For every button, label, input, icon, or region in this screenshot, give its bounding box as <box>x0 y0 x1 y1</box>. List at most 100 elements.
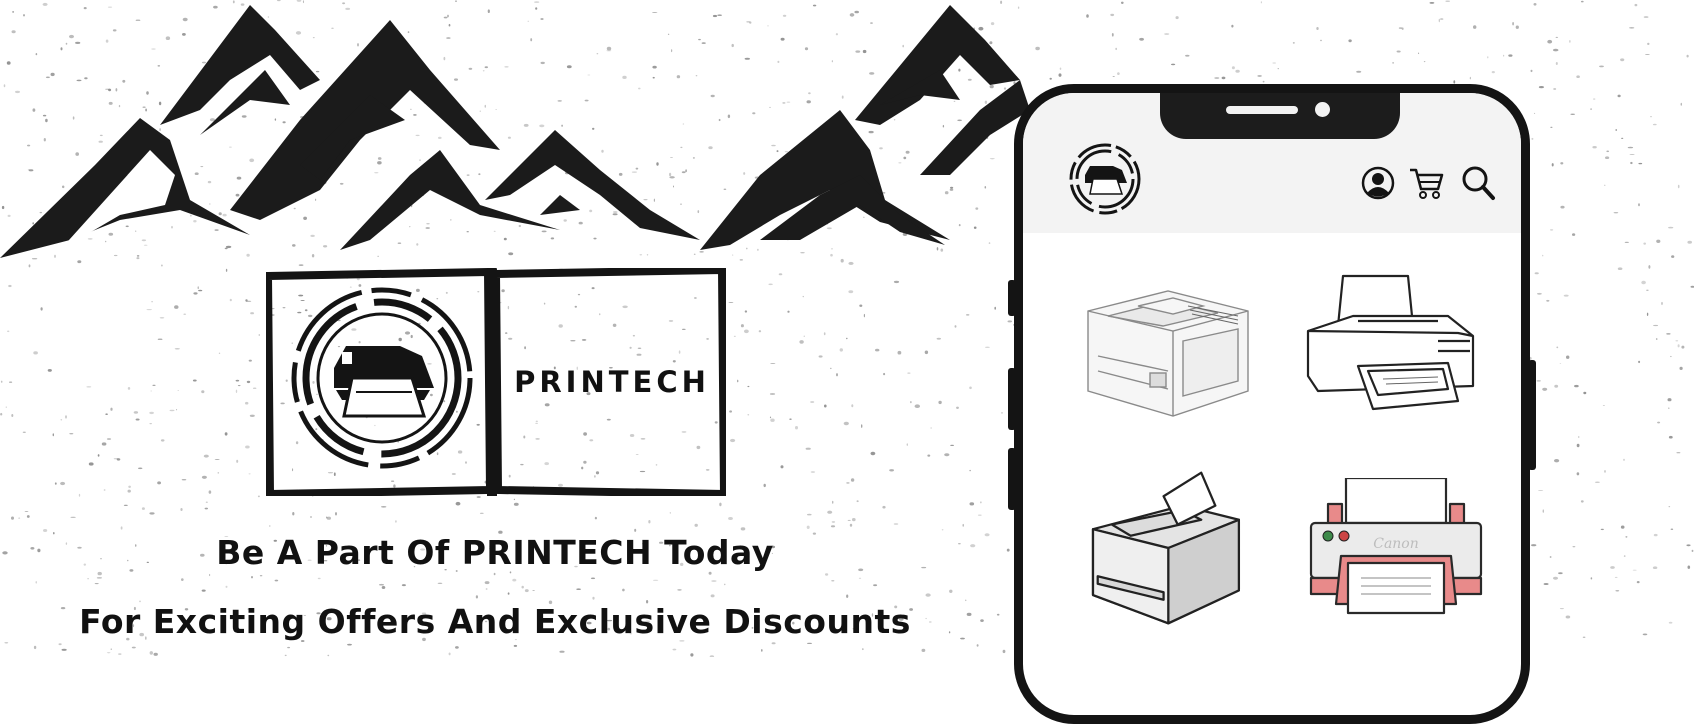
product-card-laser-printer[interactable] <box>1078 271 1258 431</box>
speckle-dot <box>1577 472 1580 475</box>
speckle-dot <box>110 408 112 411</box>
speckle-dot <box>121 526 123 529</box>
user-icon[interactable] <box>1359 164 1397 202</box>
speckle-dot <box>205 508 208 510</box>
speckle-dot <box>848 520 851 521</box>
speckle-dot <box>285 655 287 656</box>
speckle-dot <box>1574 385 1579 387</box>
speckle-dot <box>1222 77 1226 80</box>
speckle-dot <box>150 651 153 655</box>
speckle-dot <box>927 455 930 457</box>
speckle-dot <box>1392 62 1394 63</box>
product-card-inkjet-printer[interactable] <box>1298 271 1478 431</box>
speckle-dot <box>861 424 862 428</box>
speckle-dot <box>695 524 698 527</box>
speckle-dot <box>956 407 959 409</box>
speckle-dot <box>807 526 810 529</box>
speckle-dot <box>807 643 812 644</box>
speckle-dot <box>851 404 853 407</box>
speckle-dot <box>787 311 789 313</box>
speckle-dot <box>149 412 154 414</box>
speckle-dot <box>825 573 828 575</box>
speckle-dot <box>770 419 774 422</box>
speckle-dot <box>1552 163 1554 166</box>
speckle-dot <box>1691 286 1694 288</box>
speckle-dot <box>1671 529 1674 530</box>
speckle-dot <box>1553 49 1558 52</box>
speckle-dot <box>230 299 232 302</box>
speckle-dot <box>34 646 36 649</box>
speckle-dot <box>724 584 725 586</box>
speckle-dot <box>848 290 853 293</box>
camera-lens <box>1315 102 1330 117</box>
speckle-dot <box>512 579 516 582</box>
speckle-dot <box>6 407 7 408</box>
search-icon[interactable] <box>1459 164 1497 202</box>
speckle-dot <box>804 336 805 337</box>
product-card-pink-printer[interactable]: Canon <box>1306 478 1486 638</box>
speckle-dot <box>514 499 515 500</box>
speckle-dot <box>1670 356 1671 357</box>
speckle-dot <box>1531 138 1533 140</box>
speckle-dot <box>236 460 238 463</box>
speckle-dot <box>747 386 749 387</box>
speckle-dot <box>1556 347 1558 349</box>
speckle-dot <box>1560 363 1562 364</box>
speckle-dot <box>1593 98 1595 99</box>
speckle-dot <box>576 588 581 590</box>
app-logo-icon[interactable] <box>1069 143 1141 215</box>
speckle-dot <box>811 472 815 473</box>
speckle-dot <box>1121 2 1124 4</box>
speckle-dot <box>158 339 163 340</box>
speckle-dot <box>1554 385 1558 388</box>
speckle-dot <box>89 462 94 465</box>
speckle-dot <box>161 439 165 441</box>
speckle-dot <box>653 580 658 581</box>
speckle-dot <box>142 507 145 510</box>
speckle-dot <box>1261 1 1262 3</box>
speckle-dot <box>894 524 898 525</box>
speckle-dot <box>485 581 490 584</box>
speckle-dot <box>382 586 386 589</box>
speckle-dot <box>980 501 981 503</box>
speckle-dot <box>1356 71 1361 73</box>
speckle-dot <box>275 580 279 582</box>
speckle-dot <box>107 652 111 653</box>
speckle-dot <box>728 517 733 520</box>
speckle-dot <box>245 446 250 449</box>
speckle-dot <box>87 578 89 579</box>
speckle-dot <box>1397 51 1401 53</box>
speckle-dot <box>1615 577 1618 578</box>
speckle-dot <box>1618 95 1621 98</box>
speckle-dot <box>1656 338 1658 340</box>
speckle-dot <box>965 600 966 602</box>
speckle-dot <box>449 653 451 656</box>
speckle-dot <box>873 584 877 586</box>
laser-printer-icon <box>1078 271 1258 431</box>
speckle-dot <box>1487 56 1488 58</box>
speckle-dot <box>741 324 744 327</box>
inkjet-printer-icon <box>1298 271 1478 431</box>
speckle-dot <box>1560 162 1563 164</box>
speckle-dot <box>737 380 738 383</box>
speckle-dot <box>970 502 975 505</box>
speckle-dot <box>251 576 253 578</box>
speckle-dot <box>977 644 979 647</box>
speckle-dot <box>1537 380 1541 381</box>
speckle-dot <box>1231 25 1233 28</box>
speckle-dot <box>514 645 517 647</box>
speckle-dot <box>215 459 220 460</box>
speckle-dot <box>1117 72 1120 75</box>
speckle-dot <box>1278 68 1279 69</box>
speckle-dot <box>832 521 835 522</box>
speckle-dot <box>147 309 152 310</box>
speckle-dot <box>1492 71 1495 73</box>
speckle-dot <box>381 506 386 508</box>
speckle-dot <box>178 390 179 391</box>
product-card-office-printer[interactable] <box>1083 468 1263 628</box>
speckle-dot <box>79 494 80 497</box>
cart-icon[interactable] <box>1407 164 1445 202</box>
speckle-dot <box>1537 293 1542 295</box>
speckle-dot <box>1171 64 1175 66</box>
speckle-dot <box>1577 444 1580 447</box>
